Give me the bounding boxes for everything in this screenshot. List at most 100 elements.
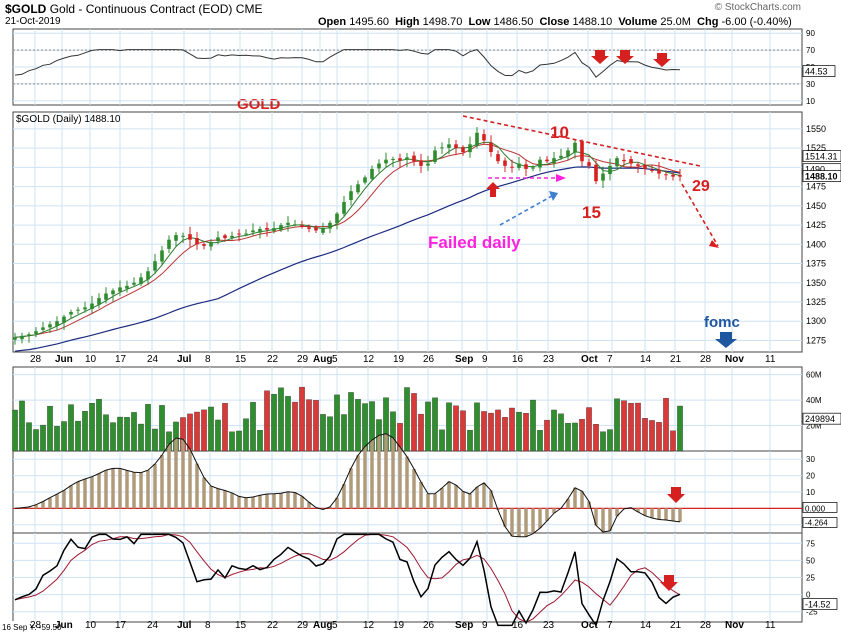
candle-body xyxy=(671,174,675,177)
candle-body xyxy=(167,239,171,249)
candle-body xyxy=(335,213,339,224)
x-axis-label: 22 xyxy=(267,354,279,365)
candle-body xyxy=(195,238,199,245)
x-axis-label: Oct xyxy=(581,354,598,365)
candle-body xyxy=(223,235,227,239)
ohlc-summary: Open 1495.60 High 1498.70 Low 1486.50 Cl… xyxy=(318,16,792,28)
price-panel-frame xyxy=(12,111,803,353)
stoch-red-down-arrow xyxy=(660,575,678,591)
ma-long-line xyxy=(14,166,681,352)
stoch-tick-label: 50 xyxy=(806,556,815,565)
candle-body xyxy=(342,202,346,214)
x-axis-label: 16 xyxy=(512,354,524,365)
volume-tag-box xyxy=(802,412,841,425)
price-tag-box xyxy=(802,150,841,162)
macd-tick-label: 30 xyxy=(806,455,815,464)
candle-body xyxy=(209,242,213,247)
price-tag-label: 1490 xyxy=(805,165,825,175)
rsi-last-label: 44.53 xyxy=(805,67,828,77)
volume-bar xyxy=(656,422,662,452)
x-axis-label: 11 xyxy=(765,354,776,365)
x-axis-label: 28 xyxy=(30,354,42,365)
candle-body xyxy=(300,225,304,227)
candle-body xyxy=(531,167,535,169)
blue-dashed-arrow xyxy=(499,195,553,226)
price-tick-label: 1425 xyxy=(806,220,826,230)
volume-bar xyxy=(593,424,599,452)
volume-bar xyxy=(362,403,368,452)
candle-body xyxy=(321,228,325,233)
x-axis-label: 14 xyxy=(640,354,652,365)
candle-body xyxy=(384,159,388,164)
candle-body xyxy=(230,235,234,238)
candle-body xyxy=(573,142,577,153)
candle-body xyxy=(608,165,612,175)
volume-bar xyxy=(236,430,242,452)
volume-bar xyxy=(495,409,501,452)
volume-bar xyxy=(348,392,354,452)
candle-body xyxy=(440,147,444,149)
x-axis-label-bottom: 24 xyxy=(147,620,159,631)
rsi-red-down-arrow xyxy=(591,50,609,64)
x-axis-label: 17 xyxy=(115,354,127,365)
x-axis-label: 7 xyxy=(607,354,613,365)
volume-bar xyxy=(530,399,536,452)
volume-bar xyxy=(138,423,144,452)
x-axis-label: 8 xyxy=(205,354,211,365)
candle-body xyxy=(559,155,563,158)
volume-bar xyxy=(222,403,228,452)
candle-body xyxy=(601,173,605,181)
low-value: 1486.50 xyxy=(493,16,534,28)
macd-tag-box-a xyxy=(802,502,838,513)
candle-body xyxy=(496,154,500,162)
candle-body xyxy=(160,250,164,262)
volume-bar xyxy=(572,422,578,452)
candle-body xyxy=(118,287,122,292)
volume-bar xyxy=(467,429,473,452)
x-axis-label: 21 xyxy=(670,354,682,365)
candle-body xyxy=(251,230,255,233)
exchange: CME xyxy=(235,2,263,16)
candle-body xyxy=(538,159,542,168)
volume-bar xyxy=(474,402,480,452)
volume-bar xyxy=(600,431,606,452)
volume-bar xyxy=(670,430,676,452)
candle-body xyxy=(405,157,409,160)
x-axis-label: Sep xyxy=(455,354,473,365)
candle-body xyxy=(419,160,423,166)
close-value: 1488.10 xyxy=(572,16,613,28)
volume-bar xyxy=(243,418,249,452)
stoch-tick-label: -25 xyxy=(806,608,818,617)
candle-body xyxy=(636,164,640,166)
volume-bar xyxy=(418,413,424,452)
candle-body xyxy=(643,165,647,169)
volume-bar xyxy=(341,414,347,452)
candle-body xyxy=(272,228,276,231)
volume-bar xyxy=(404,387,410,452)
volume-bar xyxy=(586,407,592,452)
x-axis-label-bottom: Sep xyxy=(455,620,473,631)
volume-bar xyxy=(103,414,109,452)
stoch-last-label: -14.52 xyxy=(805,600,831,610)
candle-body xyxy=(594,164,598,182)
volume-bar xyxy=(306,399,312,452)
x-axis-label-bottom: 15 xyxy=(235,620,247,631)
volume-bar xyxy=(117,416,123,452)
candle-body xyxy=(62,316,66,323)
volume-bar xyxy=(12,409,18,452)
candle-body xyxy=(237,233,241,235)
x-axis-label-bottom: 8 xyxy=(205,620,211,631)
volume-bar xyxy=(551,409,557,452)
symbol: $GOLD xyxy=(5,2,47,16)
header-date: 21-Oct-2019 xyxy=(5,16,61,27)
x-axis-label-bottom: 5 xyxy=(332,620,338,631)
volume-bar xyxy=(187,413,193,452)
x-axis-label: 9 xyxy=(482,354,488,365)
x-axis-label: Jun xyxy=(55,354,73,365)
volume-bar xyxy=(285,396,291,452)
volume-bar xyxy=(320,414,326,452)
candle-body xyxy=(146,271,150,280)
candle-body xyxy=(34,331,38,334)
volume-bar xyxy=(89,402,95,452)
volume-bar xyxy=(68,404,74,452)
